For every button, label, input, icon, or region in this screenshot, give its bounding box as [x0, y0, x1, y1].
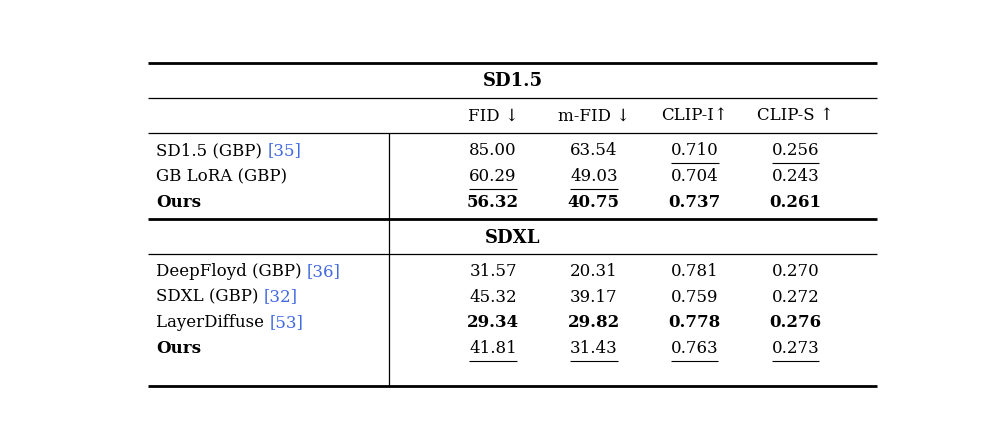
Text: Ours: Ours — [156, 194, 201, 211]
Text: DeepFloyd (GBP): DeepFloyd (GBP) — [156, 263, 307, 280]
Text: [35]: [35] — [267, 142, 301, 159]
Text: SDXL: SDXL — [485, 229, 540, 247]
Text: CLIP-S ↑: CLIP-S ↑ — [757, 107, 834, 124]
Text: 0.737: 0.737 — [668, 194, 721, 211]
Text: [32]: [32] — [264, 289, 298, 306]
Text: SD1.5: SD1.5 — [482, 72, 543, 90]
Text: 49.03: 49.03 — [570, 168, 618, 185]
Text: 56.32: 56.32 — [467, 194, 519, 211]
Text: 85.00: 85.00 — [469, 142, 517, 159]
Text: 0.781: 0.781 — [671, 263, 718, 280]
Text: 29.82: 29.82 — [568, 314, 620, 332]
Text: 0.704: 0.704 — [671, 168, 718, 185]
Text: [36]: [36] — [307, 263, 341, 280]
Text: 45.32: 45.32 — [469, 289, 517, 306]
Text: m-FID ↓: m-FID ↓ — [558, 107, 630, 124]
Text: SDXL (GBP): SDXL (GBP) — [156, 289, 264, 306]
Text: 0.256: 0.256 — [772, 142, 819, 159]
Text: 0.273: 0.273 — [772, 340, 819, 357]
Text: LayerDiffuse: LayerDiffuse — [156, 314, 269, 332]
Text: FID ↓: FID ↓ — [468, 107, 518, 124]
Text: 0.243: 0.243 — [772, 168, 819, 185]
Text: 0.261: 0.261 — [769, 194, 821, 211]
Text: 0.276: 0.276 — [769, 314, 821, 332]
Text: CLIP-I↑: CLIP-I↑ — [661, 107, 728, 124]
Text: Ours: Ours — [156, 340, 201, 357]
Text: SD1.5 (GBP): SD1.5 (GBP) — [156, 142, 267, 159]
Text: 31.57: 31.57 — [469, 263, 517, 280]
Text: 0.710: 0.710 — [671, 142, 718, 159]
Text: 0.759: 0.759 — [671, 289, 718, 306]
Text: GB LoRA (GBP): GB LoRA (GBP) — [156, 168, 287, 185]
Text: 39.17: 39.17 — [570, 289, 618, 306]
Text: 0.763: 0.763 — [671, 340, 718, 357]
Text: 31.43: 31.43 — [570, 340, 618, 357]
Text: 40.75: 40.75 — [568, 194, 620, 211]
Text: 41.81: 41.81 — [469, 340, 517, 357]
Text: 20.31: 20.31 — [570, 263, 618, 280]
Text: 29.34: 29.34 — [467, 314, 519, 332]
Text: 0.778: 0.778 — [668, 314, 721, 332]
Text: 0.272: 0.272 — [772, 289, 819, 306]
Text: [53]: [53] — [269, 314, 303, 332]
Text: 63.54: 63.54 — [570, 142, 618, 159]
Text: 60.29: 60.29 — [469, 168, 517, 185]
Text: 0.270: 0.270 — [772, 263, 819, 280]
